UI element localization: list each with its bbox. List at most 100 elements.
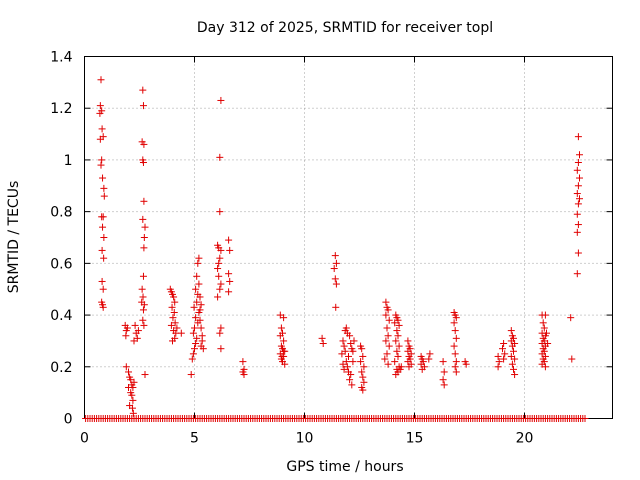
data-point xyxy=(96,135,104,143)
data-point xyxy=(439,358,447,366)
data-point xyxy=(139,159,147,167)
data-point xyxy=(318,334,326,342)
data-points xyxy=(82,76,589,422)
data-point xyxy=(278,352,286,360)
data-point xyxy=(280,337,288,345)
data-point xyxy=(139,86,147,94)
data-point xyxy=(139,215,147,223)
data-point xyxy=(508,342,516,350)
data-point xyxy=(508,360,516,368)
y-tick-label: 0.4 xyxy=(50,308,72,324)
data-point xyxy=(131,321,139,329)
data-point xyxy=(426,350,434,358)
data-point xyxy=(347,371,355,379)
data-point xyxy=(226,246,234,254)
data-point xyxy=(189,350,197,358)
data-point xyxy=(140,301,148,309)
data-point xyxy=(226,277,234,285)
data-point xyxy=(139,102,147,110)
data-point-zero xyxy=(581,415,589,422)
data-point xyxy=(194,259,202,267)
data-point xyxy=(462,360,470,368)
data-point xyxy=(359,352,367,360)
data-point xyxy=(541,311,549,319)
data-point xyxy=(574,133,582,141)
data-point xyxy=(511,355,519,363)
data-point xyxy=(499,345,506,353)
data-point xyxy=(568,355,576,363)
data-point xyxy=(197,324,205,332)
data-point xyxy=(217,96,225,104)
x-tick-label: 5 xyxy=(190,431,199,447)
data-point xyxy=(452,358,460,366)
data-point xyxy=(216,285,224,293)
data-point xyxy=(574,249,582,257)
data-point xyxy=(425,355,433,363)
data-point xyxy=(140,197,148,205)
data-point xyxy=(358,345,366,353)
data-point xyxy=(99,213,107,221)
data-point xyxy=(139,316,147,324)
data-point xyxy=(573,270,581,278)
data-point xyxy=(198,332,206,340)
data-point xyxy=(357,358,365,366)
data-point xyxy=(98,125,106,133)
x-tick-label: 15 xyxy=(406,431,424,447)
data-point xyxy=(280,347,288,355)
data-point xyxy=(225,270,233,278)
x-tick-label: 10 xyxy=(296,431,314,447)
data-point xyxy=(339,360,347,368)
data-point xyxy=(544,340,552,348)
data-point xyxy=(576,151,583,159)
data-point xyxy=(173,324,181,332)
data-point xyxy=(96,109,104,117)
data-point xyxy=(192,314,200,322)
data-point xyxy=(507,327,515,335)
data-point xyxy=(573,210,581,218)
data-point xyxy=(340,342,348,350)
data-point xyxy=(240,371,248,379)
data-point xyxy=(382,337,390,345)
data-point xyxy=(494,363,502,371)
data-point xyxy=(539,319,547,327)
data-point xyxy=(359,386,367,394)
data-point xyxy=(139,272,147,280)
data-point xyxy=(128,404,136,412)
data-point xyxy=(280,314,288,322)
data-point xyxy=(339,337,347,345)
data-point xyxy=(452,368,460,376)
data-point xyxy=(501,350,509,358)
data-point xyxy=(140,244,148,252)
data-point xyxy=(393,347,401,355)
data-point xyxy=(395,342,403,350)
data-point xyxy=(194,290,202,298)
data-point xyxy=(217,324,225,332)
data-point xyxy=(225,288,233,296)
grid-lines xyxy=(84,56,613,419)
data-point xyxy=(167,321,175,329)
data-point xyxy=(196,306,204,314)
data-point xyxy=(332,259,340,267)
data-point xyxy=(188,355,196,363)
data-point xyxy=(360,363,368,371)
data-point xyxy=(392,371,400,379)
data-point xyxy=(216,329,224,337)
data-point xyxy=(573,228,581,236)
data-point xyxy=(99,223,107,231)
y-tick-label: 1.4 xyxy=(50,50,72,66)
data-point xyxy=(216,208,224,216)
data-point xyxy=(197,301,205,309)
data-point xyxy=(140,321,148,329)
data-point xyxy=(281,360,289,368)
data-point xyxy=(452,334,460,342)
data-point xyxy=(345,352,352,360)
data-point xyxy=(440,368,448,376)
data-point xyxy=(187,371,195,379)
data-point xyxy=(277,324,285,332)
data-point xyxy=(134,327,142,335)
data-point xyxy=(384,360,392,368)
data-point xyxy=(384,306,392,314)
data-point xyxy=(99,301,107,309)
data-point xyxy=(191,345,198,353)
